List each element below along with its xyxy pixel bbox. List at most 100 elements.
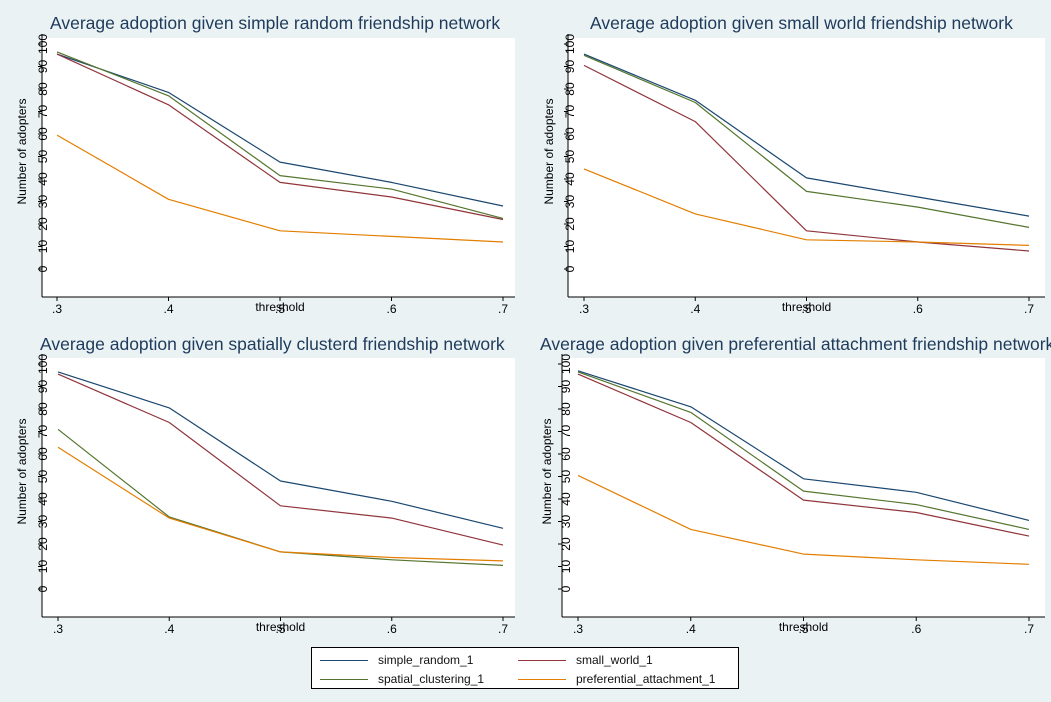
plot-area [562, 358, 1045, 617]
y-tick-label: 100 [36, 354, 50, 374]
x-tick-label: .5 [275, 622, 285, 636]
plot-area [42, 358, 515, 617]
series-line-preferential-attachment-1 [57, 446, 504, 562]
chart-title: Average adoption given spatially cluster… [40, 334, 505, 354]
chart-title: Average adoption given preferential atta… [540, 334, 1051, 354]
y-tick-label: 80 [36, 402, 50, 416]
y-axis-label: Number of adopters [15, 98, 29, 204]
y-tick-label: 100 [563, 34, 577, 54]
legend-item-simple-random: simple_random_1 [320, 651, 473, 669]
y-tick-label: 0 [36, 265, 50, 272]
x-tick-label: .3 [53, 622, 63, 636]
y-tick-label: 90 [559, 380, 573, 394]
y-tick-label: 10 [563, 240, 577, 254]
x-tick-label: .6 [913, 302, 923, 316]
chart-panel-1: 0 10 20 30 40 50 60 70 80 90 100 .3 .4 .5 .6 .7 Average … [15, 13, 515, 316]
x-tick-label: .4 [164, 622, 174, 636]
series-line-small-world-1 [583, 64, 1030, 252]
chart-title: Average adoption given small world frien… [590, 13, 1013, 33]
y-tick-label: 40 [36, 492, 50, 506]
series-line-spatial-clustering-1 [577, 371, 1030, 530]
y-tick-label: 20 [559, 537, 573, 551]
y-tick-label: 90 [36, 380, 50, 394]
y-axis-label: Number of adopters [15, 418, 29, 524]
y-axis-label: Number of adopters [540, 418, 554, 524]
x-tick-label: .5 [275, 302, 285, 316]
y-tick-label: 20 [563, 217, 577, 231]
y-tick-label: 70 [36, 105, 50, 119]
x-tick-label: .3 [52, 302, 62, 316]
y-tick-label: 50 [36, 470, 50, 484]
x-tick-label: .7 [1024, 622, 1034, 636]
legend-swatch-simple-random [320, 659, 368, 661]
chart-panel-4: 0 10 20 30 40 50 60 70 80 90 100 .3 .4 .5 .6 .7 Average … [540, 334, 1051, 636]
x-axis-label: threshold [782, 300, 831, 314]
y-tick-label: 10 [559, 560, 573, 574]
y-tick-label: 60 [559, 447, 573, 461]
y-tick-label: 40 [563, 172, 577, 186]
x-tick-label: .4 [686, 622, 696, 636]
x-tick-label: .5 [798, 622, 808, 636]
series-line-spatial-clustering-1 [56, 51, 504, 219]
y-tick-label: 30 [563, 195, 577, 209]
y-tick-label: 40 [36, 172, 50, 186]
x-tick-label: .3 [579, 302, 589, 316]
x-tick-label: .7 [498, 302, 508, 316]
y-tick-label: 60 [563, 127, 577, 141]
chart-title: Average adoption given simple random fri… [50, 13, 500, 33]
legend-label-small-world: small_world_1 [576, 653, 653, 667]
series-line-small-world-1 [57, 373, 504, 546]
plot-area [42, 38, 515, 297]
y-tick-label: 0 [563, 265, 577, 272]
y-tick-label: 70 [559, 425, 573, 439]
y-tick-label: 90 [563, 60, 577, 74]
y-tick-label: 70 [36, 425, 50, 439]
x-tick-label: .6 [387, 622, 397, 636]
x-tick-label: .7 [498, 622, 508, 636]
series-line-spatial-clustering-1 [583, 54, 1030, 228]
legend-swatch-spatial-clustering [320, 678, 368, 680]
x-axis-label: threshold [256, 620, 305, 634]
legend-label-preferential-attachment: preferential_attachment_1 [576, 672, 716, 686]
y-tick-label: 40 [559, 492, 573, 506]
y-tick-label: 10 [36, 240, 50, 254]
y-tick-label: 100 [36, 34, 50, 54]
series-line-preferential-attachment-1 [583, 168, 1030, 246]
x-tick-label: .6 [386, 302, 396, 316]
x-tick-label: .6 [911, 622, 921, 636]
y-tick-label: 50 [563, 150, 577, 164]
y-tick-label: 80 [559, 402, 573, 416]
x-tick-label: .4 [163, 302, 173, 316]
legend-label-simple-random: simple_random_1 [378, 653, 474, 667]
y-tick-label: 30 [36, 515, 50, 529]
x-tick-label: .4 [690, 302, 700, 316]
legend-swatch-preferential-attachment [518, 678, 566, 680]
y-tick-label: 60 [36, 127, 50, 141]
y-tick-label: 50 [559, 470, 573, 484]
x-axis-label: threshold [779, 620, 828, 634]
y-tick-label: 80 [36, 82, 50, 96]
legend-item-spatial-clustering: spatial_clustering_1 [320, 670, 484, 688]
series-line-preferential-attachment-1 [577, 474, 1030, 565]
y-tick-label: 20 [36, 537, 50, 551]
y-tick-label: 50 [36, 150, 50, 164]
series-line-small-world-1 [577, 373, 1030, 537]
y-tick-label: 70 [563, 105, 577, 119]
y-tick-label: 60 [36, 447, 50, 461]
chart-panel-3: 0 10 20 30 40 50 60 70 80 90 100 .3 .4 .5 .6 .7 Average … [15, 334, 515, 636]
y-tick-label: 10 [36, 560, 50, 574]
series-line-small-world-1 [56, 53, 504, 221]
y-axis-label: Number of adopters [542, 98, 556, 204]
y-tick-label: 20 [36, 217, 50, 231]
y-tick-label: 100 [559, 354, 573, 374]
legend: simple_random_1 small_world_1 spatial_cl… [311, 647, 739, 689]
y-tick-label: 30 [559, 515, 573, 529]
x-tick-label: .5 [801, 302, 811, 316]
y-tick-label: 30 [36, 195, 50, 209]
chart-panel-2: 0 10 20 30 40 50 60 70 80 90 100 .3 .4 .5 .6 .7 Average … [542, 13, 1045, 316]
series-line-simple-random-1 [583, 53, 1030, 217]
series-line-simple-random-1 [577, 370, 1030, 521]
legend-item-preferential-attachment: preferential_attachment_1 [518, 670, 715, 688]
